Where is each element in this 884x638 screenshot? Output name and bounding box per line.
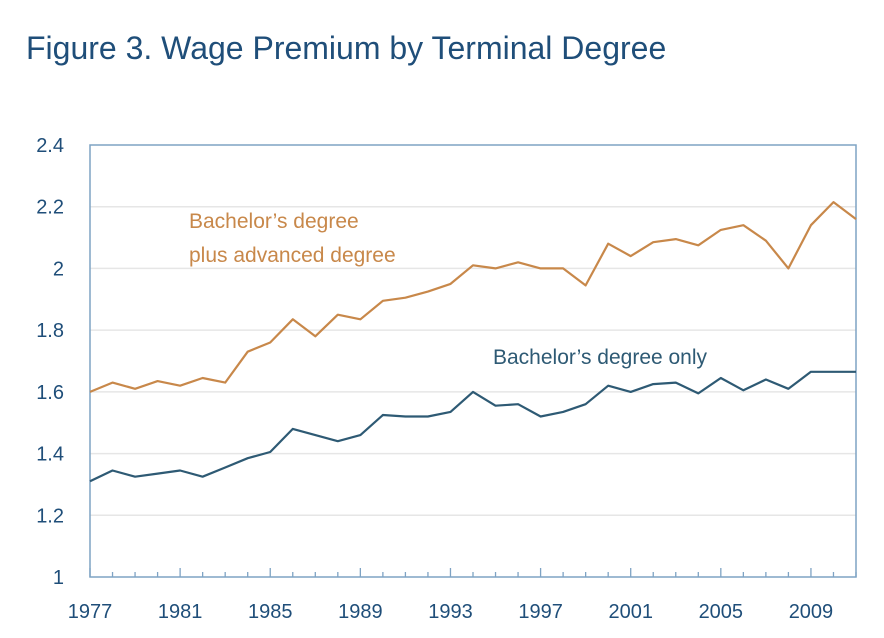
x-tick-label: 2001 xyxy=(608,601,653,623)
x-tick-label: 2005 xyxy=(699,601,744,623)
y-tick-label: 2.4 xyxy=(36,135,64,157)
x-tick-label: 1985 xyxy=(248,601,293,623)
y-tick-label: 2 xyxy=(53,258,64,280)
series-line-bachelors-only xyxy=(89,370,856,483)
series-labels: Bachelor’s degree plus advanced degree Bac… xyxy=(189,210,708,369)
x-tick-label: 1997 xyxy=(518,601,563,623)
x-tick-label: 1981 xyxy=(158,601,203,623)
chart-title: Figure 3. Wage Premium by Terminal Degre… xyxy=(26,30,667,66)
y-tick-label: 1.4 xyxy=(36,444,64,466)
series-label-bachelors-only: Bachelor’s degree only xyxy=(493,346,708,369)
x-tick-label: 2009 xyxy=(789,601,834,623)
x-tick-label: 1993 xyxy=(428,601,473,623)
x-axis-ticks xyxy=(89,568,857,577)
series-label-advanced-degree: Bachelor’s degree xyxy=(189,210,359,233)
y-axis-labels: 1 1.2 1.4 1.6 1.8 2 2.2 2.4 xyxy=(36,135,64,589)
y-tick-label: 1.2 xyxy=(36,505,64,527)
series-line-advanced-degree xyxy=(89,201,857,393)
x-axis-labels: 1977 1981 1985 1989 1993 1997 2001 2005 2009 xyxy=(68,601,833,623)
y-tick-label: 1.6 xyxy=(36,382,64,404)
series-label-advanced-degree: plus advanced degree xyxy=(189,244,396,267)
x-tick-label: 1977 xyxy=(68,601,113,623)
y-tick-label: 1.8 xyxy=(36,320,64,342)
y-tick-label: 1 xyxy=(53,567,64,589)
series-lines xyxy=(89,201,857,483)
x-tick-label: 1989 xyxy=(338,601,383,623)
y-tick-label: 2.2 xyxy=(36,197,64,219)
